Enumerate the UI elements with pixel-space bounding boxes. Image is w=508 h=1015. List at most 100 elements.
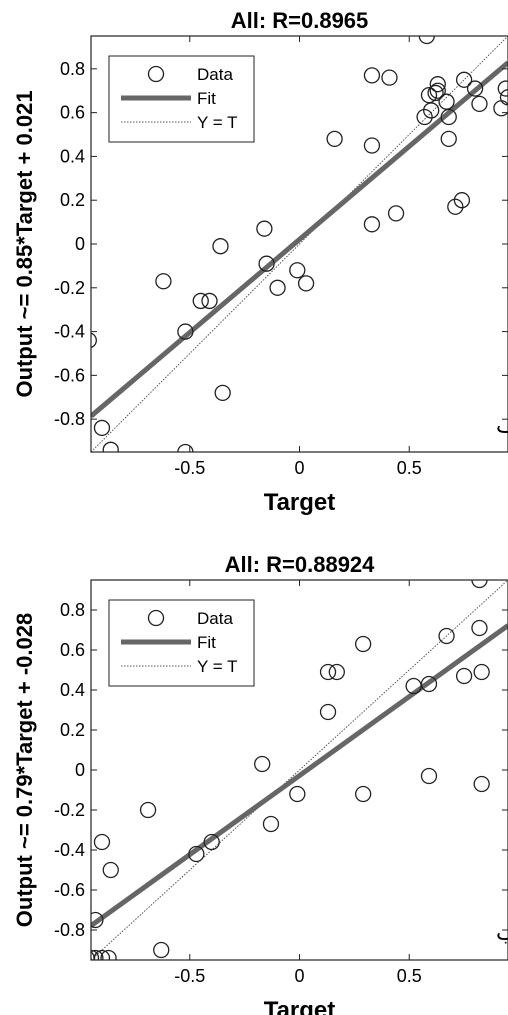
data-point	[455, 667, 473, 685]
data-point	[256, 220, 273, 237]
legend-data-marker	[147, 609, 165, 627]
data-point	[254, 755, 271, 773]
identity-line	[91, 36, 508, 452]
data-point	[102, 861, 119, 879]
data-point	[201, 292, 218, 310]
legend-entry: Fit	[197, 89, 216, 108]
data-point	[471, 580, 488, 589]
y-tick-label: 0.4	[60, 680, 85, 700]
data-point	[471, 619, 488, 637]
data-point	[258, 255, 275, 272]
data-point	[453, 192, 471, 209]
x-tick-label: -0.5	[174, 458, 205, 478]
y-axis-label: Output ~= 0.79*Target + -0.028	[12, 613, 37, 927]
y-tick-label: 0	[75, 760, 85, 780]
data-point	[429, 76, 446, 93]
data-point	[493, 100, 508, 117]
chart-title: All: R=0.8965	[231, 8, 369, 33]
identity-line	[91, 580, 508, 960]
data-point	[262, 815, 280, 833]
data-point	[420, 675, 438, 693]
y-tick-label: 0.8	[60, 600, 85, 620]
y-tick-label: -0.2	[54, 278, 85, 298]
data-point	[381, 69, 398, 86]
y-tick-label: 0.6	[60, 103, 85, 123]
panel-label: الف	[496, 413, 508, 438]
data-point	[326, 130, 343, 148]
lines-group	[91, 36, 508, 452]
data-point	[212, 238, 229, 255]
data-point	[363, 67, 381, 84]
data-point	[177, 443, 194, 452]
chart-title: All: R=0.88924	[225, 552, 376, 577]
data-point	[289, 785, 306, 803]
y-tick-label: 0	[75, 234, 85, 254]
legend-entry: Fit	[197, 633, 216, 652]
x-tick-label: -0.5	[174, 966, 205, 986]
data-point	[102, 441, 119, 452]
y-axis-label: Output ~= 0.85*Target + 0.021	[12, 90, 37, 397]
data-point	[297, 275, 315, 292]
data-point	[203, 833, 220, 851]
legend-data-marker	[147, 65, 165, 83]
x-axis-label: Target	[264, 489, 336, 515]
data-point	[447, 198, 464, 215]
lines-group	[91, 580, 508, 960]
y-tick-label: -0.4	[54, 840, 85, 860]
data-point	[354, 635, 372, 653]
data-point	[466, 80, 484, 97]
data-point	[473, 663, 490, 681]
legend-entry: Y = T	[197, 657, 237, 676]
y-tick-label: -0.4	[54, 322, 85, 342]
x-axis-label: Target	[264, 997, 336, 1015]
x-tick-label: 0	[294, 966, 304, 986]
data-point	[93, 949, 111, 960]
data-point	[91, 951, 95, 960]
data-point	[418, 36, 435, 45]
data-point	[499, 89, 508, 106]
x-tick-label: 0.5	[397, 458, 422, 478]
data-point	[497, 80, 508, 97]
scatter-chart-top: All: R=0.8965 -0.5 0 0.5 -0.8 -0.6 -0.4 -0.2 0 0.…	[12, 8, 508, 515]
y-tick-label: -0.2	[54, 800, 85, 820]
data-point	[269, 279, 286, 296]
legend-entry: Data	[197, 609, 233, 628]
data-point	[455, 71, 473, 88]
data-point	[438, 627, 455, 645]
data-points	[91, 36, 508, 452]
data-point	[473, 775, 490, 793]
y-tick-label: 0.8	[60, 59, 85, 79]
data-point	[429, 82, 446, 99]
data-point	[328, 663, 345, 681]
data-point	[440, 108, 457, 126]
data-point	[427, 84, 444, 102]
data-point	[93, 833, 111, 851]
data-point	[319, 663, 337, 681]
data-point	[363, 216, 381, 233]
data-point	[155, 273, 172, 290]
data-point	[420, 767, 438, 785]
data-point	[440, 130, 457, 148]
y-tick-label: 0.6	[60, 640, 85, 660]
y-tick-label: 0.2	[60, 720, 85, 740]
data-point	[100, 949, 117, 960]
data-point	[387, 205, 405, 222]
data-point	[91, 332, 97, 349]
panel-label: ب	[496, 921, 508, 946]
data-point	[471, 95, 488, 113]
data-point	[363, 137, 381, 154]
scatter-chart-bottom: All: R=0.88924 -0.5 0 0.5 -0.8 -0.6 -0.4 -0.2 0 0…	[12, 552, 508, 1015]
data-point	[192, 292, 209, 310]
y-tick-label: -0.6	[54, 365, 85, 385]
y-tick-label: -0.6	[54, 880, 85, 900]
y-tick-label: 0.2	[60, 190, 85, 210]
data-point	[93, 419, 111, 437]
y-tick-label: 0.4	[60, 146, 85, 166]
data-point	[416, 108, 433, 126]
data-point	[423, 102, 440, 119]
x-tick-label: 0	[294, 458, 304, 478]
y-tick-label: -0.8	[54, 920, 85, 940]
data-point	[91, 949, 104, 960]
legend-entry: Y = T	[197, 113, 237, 132]
data-points	[91, 580, 490, 960]
